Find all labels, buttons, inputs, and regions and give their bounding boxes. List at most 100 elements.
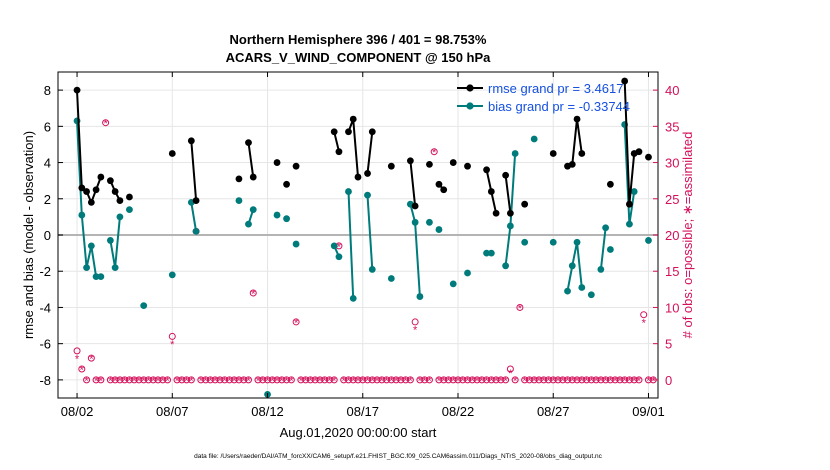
obs-assimilated-marker: * bbox=[356, 375, 361, 387]
y-tick-label-left: 8 bbox=[44, 83, 51, 98]
bias-point bbox=[364, 191, 371, 199]
obs-possible-marker bbox=[425, 376, 433, 384]
obs-assimilated-marker: * bbox=[161, 375, 166, 387]
obs-possible-marker bbox=[102, 119, 110, 127]
obs-possible-marker bbox=[478, 376, 486, 384]
bias-point bbox=[487, 249, 495, 257]
obs-assimilated-marker: * bbox=[256, 375, 261, 387]
rmse-point bbox=[502, 171, 510, 179]
obs-assimilated-marker: * bbox=[251, 288, 256, 300]
obs-assimilated-marker: * bbox=[442, 375, 447, 387]
rmse-point bbox=[483, 166, 490, 174]
obs-assimilated-marker: * bbox=[103, 118, 108, 130]
obs-assimilated-marker: * bbox=[203, 375, 208, 387]
bias-point bbox=[292, 240, 300, 248]
rmse-point bbox=[92, 186, 100, 194]
obs-assimilated-marker: * bbox=[365, 375, 370, 387]
obs-assimilated-marker: * bbox=[470, 375, 475, 387]
obs-assimilated-marker: * bbox=[570, 375, 575, 387]
y-tick-label-left: 6 bbox=[44, 119, 51, 134]
bias-point bbox=[449, 280, 457, 288]
obs-assimilated-marker: * bbox=[608, 375, 613, 387]
obs-assimilated-marker: * bbox=[561, 375, 566, 387]
legend-rmse-label: rmse grand pr = 3.4617 bbox=[488, 81, 624, 96]
obs-possible-marker bbox=[173, 376, 181, 384]
obs-possible-marker bbox=[483, 376, 491, 384]
bias-line bbox=[366, 195, 374, 270]
obs-assimilated-marker: * bbox=[408, 375, 413, 387]
bias-point bbox=[126, 206, 133, 214]
rmse-point bbox=[345, 128, 352, 136]
obs-possible-marker bbox=[140, 376, 148, 384]
rmse-point bbox=[73, 86, 81, 94]
rmse-point bbox=[330, 128, 338, 136]
bias-point bbox=[645, 237, 652, 244]
obs-possible-marker bbox=[468, 376, 476, 384]
obs-assimilated-marker: * bbox=[542, 375, 547, 387]
obs-assimilated-marker: * bbox=[89, 354, 94, 366]
obs-possible-marker bbox=[87, 354, 95, 362]
obs-possible-marker bbox=[459, 376, 467, 384]
rmse-point bbox=[568, 160, 576, 168]
legend-rmse-marker bbox=[466, 84, 474, 92]
bias-point bbox=[511, 150, 519, 157]
rmse-point bbox=[426, 160, 433, 168]
obs-assimilated-marker: * bbox=[380, 375, 385, 387]
obs-possible-marker bbox=[635, 376, 643, 384]
obs-assimilated-marker: * bbox=[594, 375, 599, 387]
obs-assimilated-marker: * bbox=[427, 375, 432, 387]
obs-assimilated-marker: * bbox=[332, 375, 337, 387]
obs-possible-marker bbox=[549, 376, 557, 384]
obs-possible-marker bbox=[159, 376, 167, 384]
bias-point bbox=[245, 220, 252, 228]
obs-assimilated-marker: * bbox=[451, 375, 456, 387]
obs-assimilated-marker: * bbox=[556, 375, 561, 387]
obs-possible-marker bbox=[464, 376, 472, 384]
x-tick-label: 08/22 bbox=[442, 404, 475, 419]
obs-count-markers: ***** *** * * * * * * * * * * * *** * * * * * * * * * * * * * *** * *… bbox=[73, 118, 657, 387]
obs-assimilated-marker: * bbox=[370, 375, 375, 387]
obs-assimilated-marker: * bbox=[108, 375, 113, 387]
obs-assimilated-marker: * bbox=[527, 375, 532, 387]
rmse-point bbox=[621, 77, 629, 85]
bias-point bbox=[97, 273, 105, 281]
y-tick-label-right: 30 bbox=[665, 156, 679, 171]
bias-point bbox=[502, 262, 510, 270]
obs-possible-marker bbox=[583, 376, 591, 384]
obs-assimilated-marker: * bbox=[342, 375, 347, 387]
obs-possible-marker bbox=[354, 376, 362, 384]
obs-assimilated-marker: * bbox=[513, 375, 518, 387]
y-tick-label-left: -6 bbox=[39, 337, 51, 352]
y-tick-label-left: -8 bbox=[39, 373, 51, 388]
obs-possible-marker bbox=[625, 376, 633, 384]
obs-possible-marker bbox=[540, 376, 548, 384]
obs-assimilated-marker: * bbox=[418, 375, 423, 387]
bias-point bbox=[335, 253, 343, 261]
obs-assimilated-marker: * bbox=[270, 375, 275, 387]
obs-assimilated-marker: * bbox=[503, 375, 508, 387]
bias-point bbox=[349, 294, 357, 302]
obs-possible-marker bbox=[535, 376, 543, 384]
obs-assimilated-marker: * bbox=[180, 375, 185, 387]
obs-assimilated-marker: * bbox=[475, 375, 480, 387]
obs-assimilated-marker: * bbox=[313, 375, 318, 387]
obs-assimilated-marker: * bbox=[146, 375, 151, 387]
bias-point bbox=[140, 302, 148, 310]
obs-possible-marker bbox=[387, 376, 395, 384]
y-tick-label-right: 20 bbox=[665, 228, 679, 243]
obs-possible-marker bbox=[244, 376, 252, 384]
rmse-point bbox=[83, 188, 90, 195]
footer-datafile: data file: /Users/raeder/DAI/ATM_forcXX/… bbox=[194, 453, 603, 460]
obs-assimilated-marker: * bbox=[242, 375, 247, 387]
obs-assimilated-marker: * bbox=[446, 375, 451, 387]
bias-point bbox=[106, 237, 114, 244]
obs-possible-marker bbox=[111, 376, 119, 384]
bias-point bbox=[235, 197, 243, 204]
rmse-point bbox=[645, 153, 652, 161]
y-axis-label-right: # of obs: o=possible; ∗=assimilated bbox=[680, 132, 695, 339]
rmse-point bbox=[387, 162, 395, 170]
legend: rmse grand pr = 3.4617 bias grand pr = -… bbox=[457, 81, 630, 114]
obs-possible-marker bbox=[311, 376, 319, 384]
y-tick-label-right: 10 bbox=[665, 300, 679, 315]
bias-point bbox=[521, 238, 529, 246]
